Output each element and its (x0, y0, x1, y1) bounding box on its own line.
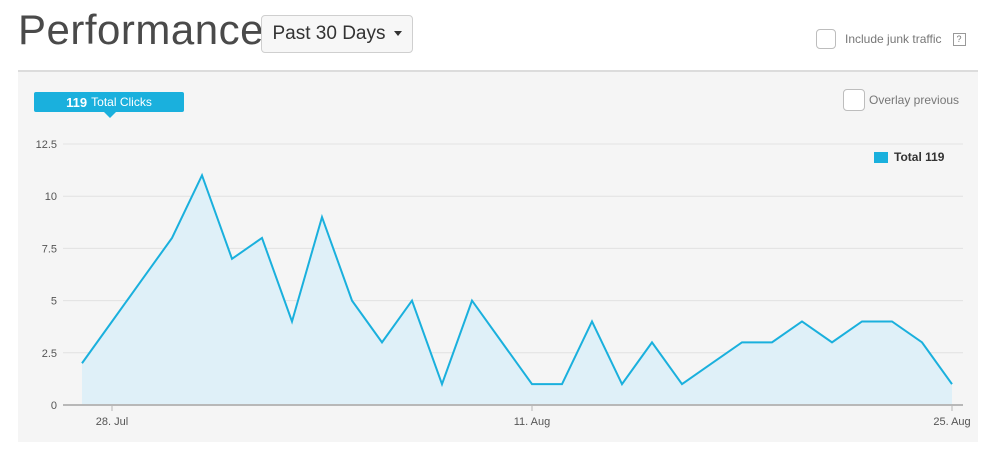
date-range-label: Past 30 Days (272, 23, 386, 44)
overlay-previous-checkbox[interactable] (843, 89, 865, 111)
chart-legend[interactable]: Total 119 (874, 150, 944, 164)
series-area (82, 175, 952, 405)
total-clicks-label: Total Clicks (91, 95, 152, 109)
caret-down-icon (393, 30, 402, 36)
y-tick-label: 2.5 (42, 348, 57, 360)
series-line (81, 172, 953, 388)
legend-swatch (874, 151, 888, 163)
y-tick-label: 10 (45, 191, 57, 203)
total-clicks-badge: 119 Total Clicks (34, 92, 184, 118)
x-tick-label: 11. Aug (514, 416, 551, 428)
overlay-previous-label: Overlay previous (869, 93, 960, 107)
chart-panel: 0 2.5 5 7.5 10 12.5 28. Jul 11. Aug 25. Aug 119 … (18, 70, 978, 442)
junk-traffic-label: Include junk traffic (845, 32, 942, 46)
y-tick-label: 5 (51, 296, 57, 308)
page-title: Performance (18, 6, 264, 53)
overlay-previous-toggle[interactable]: Overlay previous (843, 89, 959, 111)
x-tick-label: 28. Jul (96, 416, 128, 428)
date-range-dropdown[interactable]: Past 30 Days (261, 15, 413, 53)
y-tick-label: 0 (51, 400, 57, 412)
total-clicks-value: 119 (66, 94, 88, 110)
x-tick-label: 25. Aug (933, 416, 970, 428)
legend-label: Total 119 (894, 150, 945, 164)
y-tick-label: 12.5 (36, 139, 57, 151)
y-tick-label: 7.5 (42, 243, 57, 255)
clicks-chart: 0 2.5 5 7.5 10 12.5 28. Jul 11. Aug 25. Aug (36, 139, 971, 428)
junk-traffic-toggle[interactable]: Include junk traffic ? (816, 29, 966, 49)
junk-traffic-checkbox[interactable] (816, 29, 836, 49)
help-icon[interactable]: ? (952, 32, 966, 46)
